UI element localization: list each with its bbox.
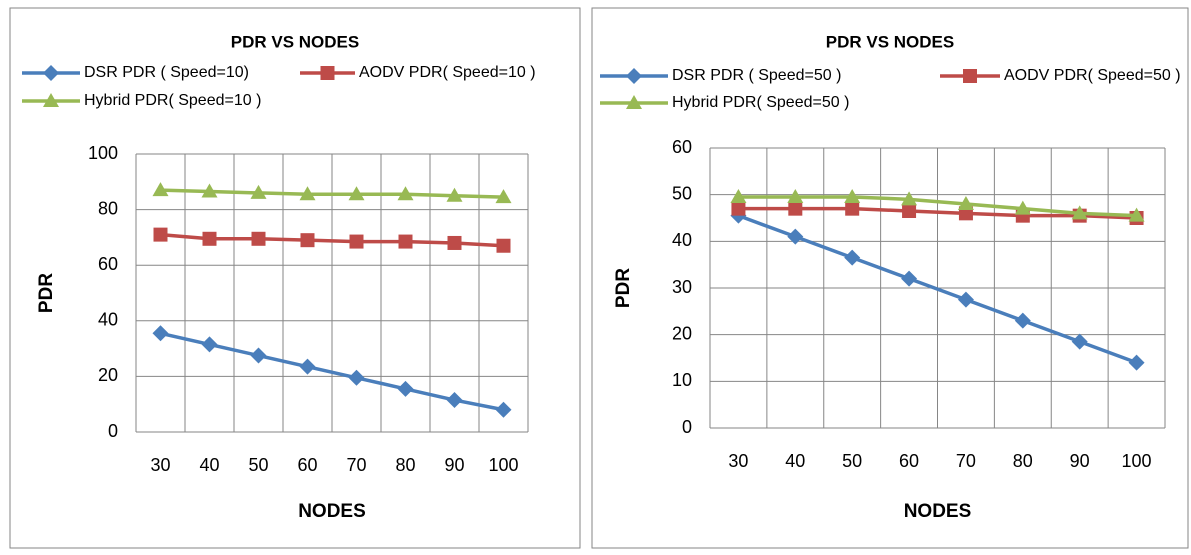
data-point <box>202 231 217 246</box>
x-axis-label: NODES <box>904 501 972 522</box>
legend-label: AODV PDR( Speed=50 ) <box>1004 67 1181 84</box>
data-point <box>397 380 414 397</box>
legend-label: Hybrid PDR( Speed=50 ) <box>672 94 849 111</box>
chart-frame <box>9 7 581 549</box>
chart-title: PDR VS NODES <box>826 32 954 51</box>
legend-marker <box>626 95 642 109</box>
data-point <box>153 227 168 242</box>
legend-marker <box>626 68 642 84</box>
legend-marker <box>963 69 977 83</box>
data-point <box>1014 200 1031 215</box>
x-tick-label: 50 <box>248 455 268 475</box>
y-tick-label: 0 <box>682 417 692 437</box>
data-point <box>901 191 918 206</box>
data-point <box>348 186 365 201</box>
data-point <box>1071 333 1088 350</box>
x-tick-label: 80 <box>395 455 415 475</box>
y-tick-label: 60 <box>672 137 692 157</box>
data-point <box>300 233 315 248</box>
series-line <box>738 195 1137 218</box>
data-point <box>1071 205 1088 220</box>
y-tick-label: 100 <box>88 143 118 163</box>
x-tick-label: 100 <box>488 455 518 475</box>
y-tick-label: 40 <box>98 310 118 330</box>
data-point <box>957 291 974 308</box>
x-tick-label: 70 <box>956 451 976 471</box>
x-tick-label: 60 <box>899 451 919 471</box>
data-point <box>1128 207 1145 222</box>
legend-label: AODV PDR( Speed=10 ) <box>359 64 536 81</box>
data-point <box>1128 354 1145 371</box>
x-tick-label: 100 <box>1122 451 1152 471</box>
legend-label: DSR PDR ( Speed=50 ) <box>672 67 841 84</box>
x-tick-label: 40 <box>785 451 805 471</box>
data-point <box>730 189 747 203</box>
y-tick-label: 10 <box>672 370 692 390</box>
data-point <box>787 228 804 245</box>
x-axis-label: NODES <box>298 501 366 522</box>
series-line <box>737 214 1138 365</box>
y-tick-label: 40 <box>672 230 692 250</box>
data-point <box>844 249 861 266</box>
y-tick-label: 20 <box>672 323 692 343</box>
data-point <box>446 187 463 202</box>
data-point <box>495 401 512 418</box>
legend-marker <box>320 66 335 80</box>
data-point <box>787 189 804 203</box>
y-tick-label: 20 <box>98 365 118 385</box>
x-tick-label: 90 <box>444 455 464 475</box>
chart-title: PDR VS NODES <box>231 32 359 51</box>
data-point <box>447 235 462 250</box>
data-point <box>901 270 918 287</box>
data-point <box>201 336 218 353</box>
chart-frame <box>591 7 1189 549</box>
x-tick-label: 30 <box>728 451 748 471</box>
data-point <box>1014 312 1031 329</box>
legend-label: DSR PDR ( Speed=10) <box>84 64 249 81</box>
data-point <box>398 234 413 249</box>
series-line <box>160 331 504 412</box>
x-tick-label: 40 <box>199 455 219 475</box>
series-line <box>160 232 504 248</box>
data-point <box>731 201 746 216</box>
data-point <box>845 201 860 216</box>
data-point <box>348 369 365 386</box>
data-point <box>201 183 218 198</box>
x-tick-label: 90 <box>1070 451 1090 471</box>
x-tick-label: 50 <box>842 451 862 471</box>
data-point <box>397 186 414 201</box>
data-point <box>788 201 803 216</box>
x-tick-label: 30 <box>150 455 170 475</box>
legend-label: Hybrid PDR( Speed=10 ) <box>84 92 261 109</box>
data-point <box>495 189 512 204</box>
legend-marker <box>43 65 59 81</box>
y-tick-label: 0 <box>108 421 118 441</box>
data-point <box>957 196 974 210</box>
data-point <box>496 238 511 253</box>
series-line <box>738 206 1137 220</box>
x-tick-label: 60 <box>297 455 317 475</box>
y-tick-label: 50 <box>672 183 692 203</box>
data-point <box>844 189 861 203</box>
data-point <box>299 186 316 201</box>
x-tick-label: 80 <box>1013 451 1033 471</box>
legend-marker <box>43 93 59 107</box>
y-tick-label: 30 <box>672 277 692 297</box>
y-axis-label: PDR <box>36 273 57 313</box>
data-point <box>152 325 169 342</box>
data-point <box>152 182 169 197</box>
data-point <box>250 347 267 364</box>
data-point <box>902 204 917 218</box>
series-line <box>160 188 504 199</box>
data-point <box>349 234 364 249</box>
data-point <box>250 184 267 199</box>
y-tick-label: 80 <box>98 198 118 218</box>
data-point <box>446 392 463 409</box>
y-axis-label: PDR <box>613 268 634 308</box>
y-tick-label: 60 <box>98 254 118 274</box>
data-point <box>299 358 316 375</box>
x-tick-label: 70 <box>346 455 366 475</box>
data-point <box>251 231 266 246</box>
